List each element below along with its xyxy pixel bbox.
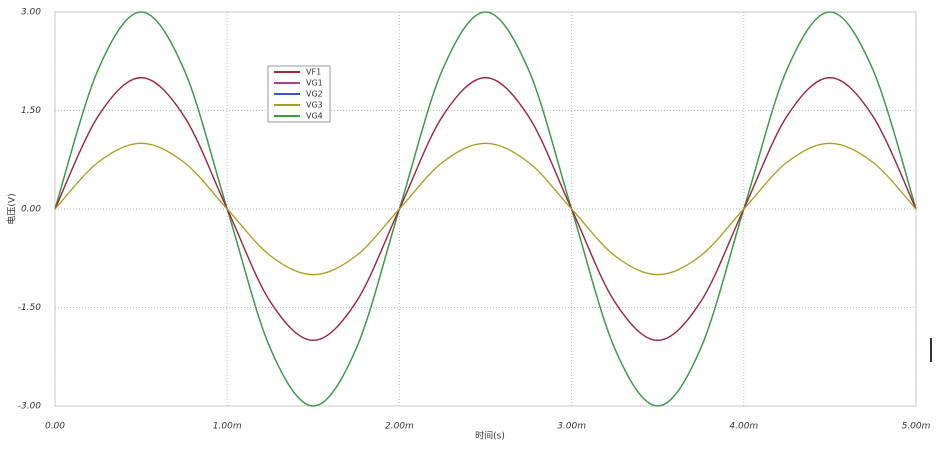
y-tick-label: 3.00 [21, 8, 41, 18]
legend-label: VG4 [306, 112, 323, 121]
y-axis-label: 电压(V) [6, 193, 18, 224]
x-tick-label: 0.00 [45, 422, 65, 432]
x-tick-label: 5.00m [902, 422, 931, 432]
x-axis-label: 时间(s) [475, 430, 505, 442]
x-tick-label: 3.00m [557, 422, 586, 432]
x-tick-label: 2.00m [385, 422, 414, 432]
x-tick-label: 4.00m [729, 422, 758, 432]
series-line [54, 77, 917, 341]
y-tick-label: -3.00 [18, 402, 42, 412]
series-line [54, 11, 917, 407]
legend-label: VF1 [306, 68, 321, 77]
series-line [54, 142, 917, 276]
legend-label: VG1 [306, 79, 323, 88]
scroll-handle [930, 338, 932, 362]
y-tick-label: 1.50 [21, 106, 41, 116]
y-tick-label: 0.00 [21, 205, 41, 215]
x-tick-label: 1.00m [213, 422, 242, 432]
y-tick-label: -1.50 [18, 303, 42, 313]
legend-label: VG3 [306, 101, 323, 110]
legend-label: VG2 [306, 90, 323, 99]
